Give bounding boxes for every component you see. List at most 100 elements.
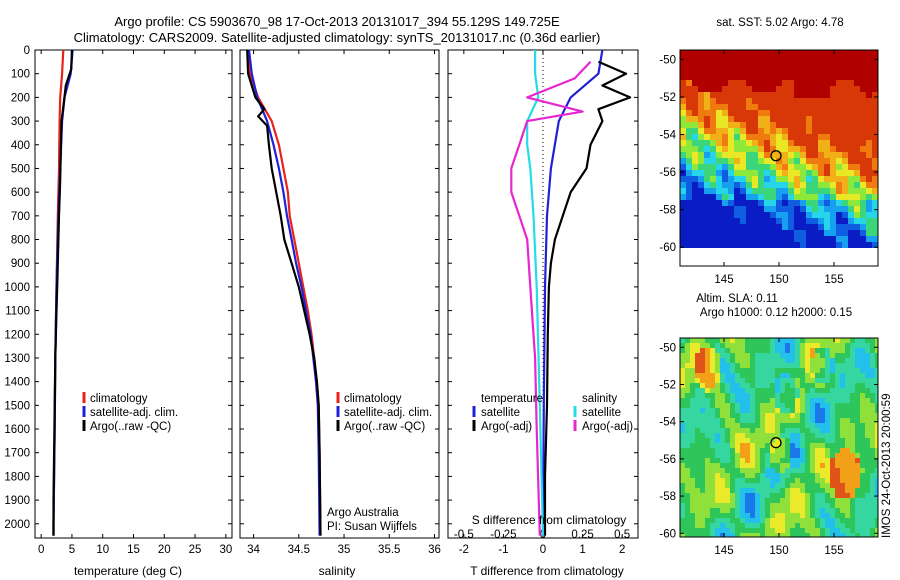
- sla-cell: [705, 423, 710, 428]
- sla-cell: [700, 473, 705, 478]
- sst-cell: [800, 170, 806, 176]
- sla-cell: [695, 453, 700, 458]
- sla-cell: [785, 373, 790, 378]
- sla-cell: [760, 533, 765, 537]
- sst-cell: [782, 194, 788, 200]
- sla-cell: [755, 503, 760, 508]
- sla-cell: [680, 498, 685, 503]
- sst-cell: [686, 116, 692, 122]
- sla-cell: [705, 398, 710, 403]
- sla-cell: [800, 488, 805, 493]
- sla-cell: [850, 448, 855, 453]
- sla-cell: [680, 478, 685, 483]
- sst-cell: [872, 242, 878, 248]
- sst-cell: [734, 236, 740, 242]
- sla-cell: [680, 343, 685, 348]
- sla-cell: [875, 513, 878, 518]
- sst-cell: [794, 152, 800, 158]
- lat-tick-label: -60: [659, 528, 676, 540]
- sst-cell: [686, 218, 692, 224]
- sst-cell: [758, 134, 764, 140]
- sst-cell: [698, 224, 704, 230]
- sla-cell: [800, 463, 805, 468]
- sla-cell: [835, 343, 840, 348]
- sst-cell: [818, 230, 824, 236]
- sst-cell: [734, 242, 740, 248]
- sla-cell: [765, 368, 770, 373]
- sla-cell: [715, 353, 720, 358]
- sst-cell: [860, 140, 866, 146]
- sst-cell: [728, 74, 734, 80]
- sst-cell: [800, 98, 806, 104]
- sla-cell: [710, 438, 715, 443]
- sla-cell: [790, 428, 795, 433]
- sla-cell: [780, 428, 785, 433]
- sla-cell: [825, 408, 830, 413]
- sla-cell: [815, 443, 820, 448]
- sst-cell: [752, 170, 758, 176]
- sst-cell: [818, 140, 824, 146]
- sst-cell: [746, 158, 752, 164]
- sst-cell: [758, 110, 764, 116]
- sla-cell: [720, 473, 725, 478]
- sst-cell: [746, 176, 752, 182]
- sla-cell: [870, 428, 875, 433]
- sst-cell: [770, 56, 776, 62]
- sla-cell: [745, 503, 750, 508]
- sla-cell: [700, 408, 705, 413]
- depth-tick-label: 1100: [5, 306, 30, 318]
- sla-cell: [820, 458, 825, 463]
- sla-cell: [765, 498, 770, 503]
- sla-cell: [740, 433, 745, 438]
- sla-cell: [720, 383, 725, 388]
- sla-cell: [725, 458, 730, 463]
- sst-cell: [848, 170, 854, 176]
- sla-cell: [855, 413, 860, 418]
- sla-cell: [870, 348, 875, 353]
- sst-cell: [716, 158, 722, 164]
- sla-cell: [745, 428, 750, 433]
- sla-cell: [835, 493, 840, 498]
- sst-cell: [764, 224, 770, 230]
- sla-cell: [770, 523, 775, 528]
- sst-cell: [752, 218, 758, 224]
- sla-cell: [690, 363, 695, 368]
- sst-cell: [782, 182, 788, 188]
- sla-cell: [755, 478, 760, 483]
- sla-cell: [720, 428, 725, 433]
- sla-cell: [775, 448, 780, 453]
- sst-cell: [860, 134, 866, 140]
- sla-cell: [705, 358, 710, 363]
- depth-tick-label: 100: [11, 69, 30, 81]
- sla-cell: [850, 343, 855, 348]
- sst-cell: [872, 146, 878, 152]
- sla-cell: [690, 358, 695, 363]
- sla-cell: [855, 338, 860, 343]
- sla-cell: [875, 478, 878, 483]
- argo-float-marker: [770, 437, 782, 449]
- sla-cell: [815, 358, 820, 363]
- sla-cell: [730, 338, 735, 343]
- sst-cell: [686, 182, 692, 188]
- sst-cell: [728, 218, 734, 224]
- sst-cell: [866, 104, 872, 110]
- sla-cell: [820, 338, 825, 343]
- sla-cell: [745, 453, 750, 458]
- sst-cell: [752, 134, 758, 140]
- sst-cell: [854, 236, 860, 242]
- sla-cell: [875, 348, 878, 353]
- sst-cell: [764, 50, 770, 56]
- sla-cell: [805, 433, 810, 438]
- sla-cell: [765, 503, 770, 508]
- sla-cell: [680, 348, 685, 353]
- sla-cell: [715, 423, 720, 428]
- sst-cell: [788, 50, 794, 56]
- sla-cell: [835, 338, 840, 343]
- sst-cell: [848, 98, 854, 104]
- sst-cell: [710, 146, 716, 152]
- legend-label-climatology: climatology: [90, 393, 148, 405]
- sst-cell: [716, 170, 722, 176]
- sla-cell: [725, 413, 730, 418]
- sla-cell: [830, 518, 835, 523]
